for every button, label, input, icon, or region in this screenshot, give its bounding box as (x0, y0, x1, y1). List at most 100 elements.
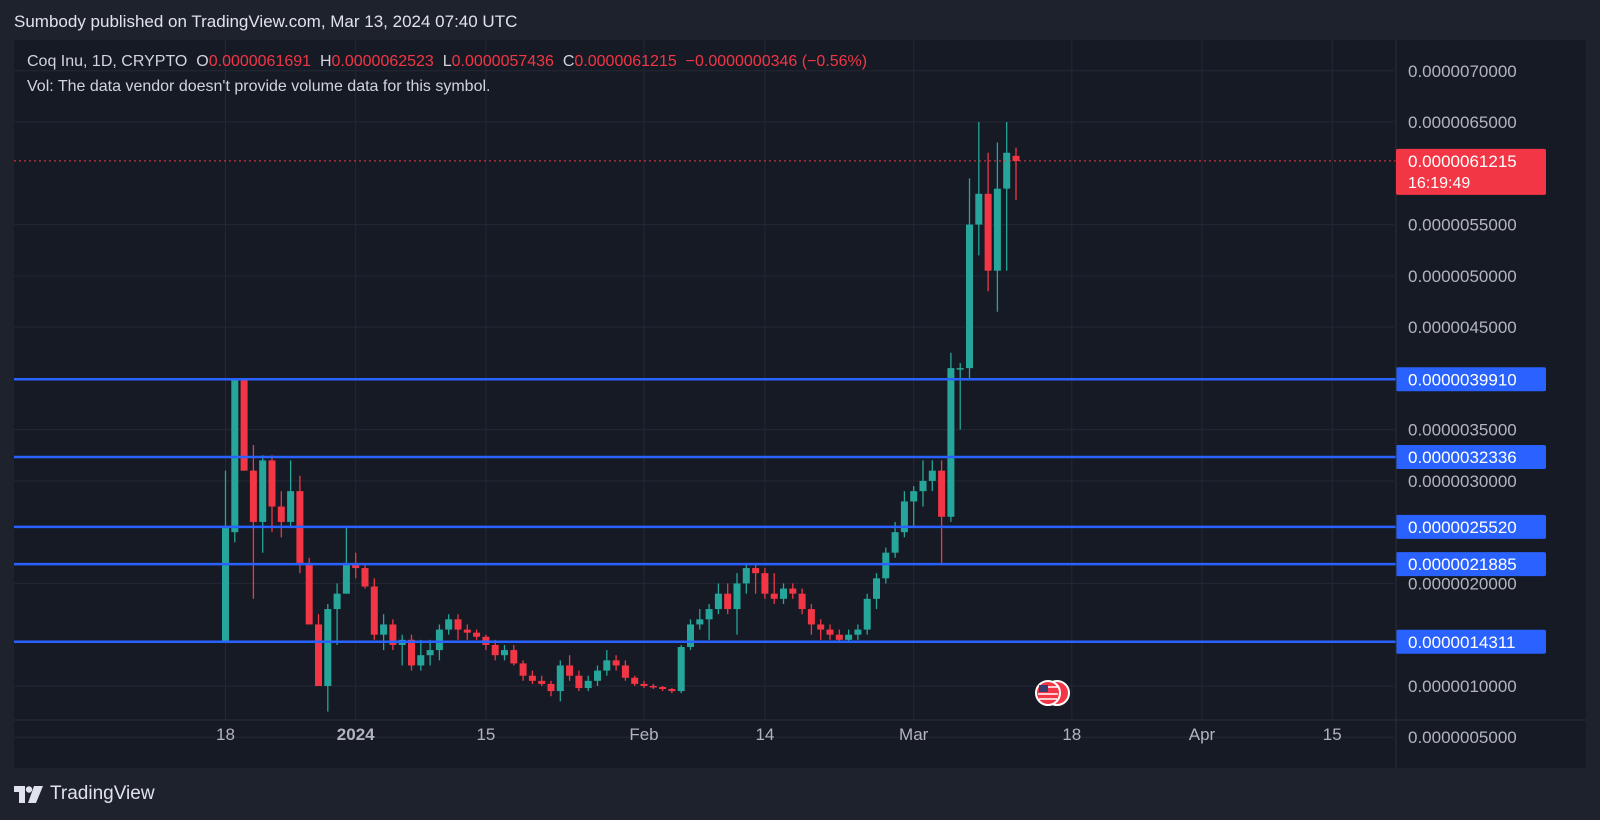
candle-body (640, 683, 648, 686)
level-price-label: 0.0000014311 (1408, 633, 1515, 652)
candle-body (687, 624, 694, 648)
last-price-badge[interactable] (1396, 148, 1546, 195)
candle-body (696, 619, 704, 625)
candle-body (947, 368, 955, 517)
y-tick-label: 0.0000065000 (1408, 113, 1517, 132)
candle-body (259, 460, 267, 522)
candlestick-chart[interactable]: 0.00000399100.00000323360.00000255200.00… (14, 40, 1586, 768)
grid (14, 40, 1394, 738)
candle-body (956, 368, 964, 370)
y-tick-label: 0.0000045000 (1408, 318, 1517, 337)
candle-body (528, 675, 536, 681)
time-axis[interactable]: 18 2024 15 Feb 14 Mar 18 Apr 15 (14, 719, 1586, 744)
price-axis[interactable]: 0.0000070000 0.0000065000 0.0000055000 0.00… (1395, 40, 1546, 768)
x-tick-label: 15 (476, 725, 495, 744)
candle-body (724, 593, 732, 610)
level-price-badge[interactable] (1396, 552, 1546, 577)
candle-body (807, 609, 815, 625)
candle-body (900, 501, 908, 533)
level-price-badge[interactable] (1396, 514, 1546, 539)
candle-body (752, 568, 760, 574)
candle-body (993, 188, 1001, 271)
high-value: 0.0000062523 (331, 53, 434, 70)
x-tick-label: Apr (1189, 725, 1216, 744)
level-price-badge[interactable] (1396, 629, 1546, 654)
candle-body (938, 470, 946, 517)
candle-body (389, 624, 397, 645)
y-tick-label: 0.0000055000 (1408, 216, 1517, 235)
event-markers[interactable] (1035, 680, 1070, 706)
candle-body (566, 665, 574, 676)
level-price-label: 0.0000021885 (1408, 555, 1517, 574)
symbol-label[interactable]: Coq Inu, 1D, CRYPTO (27, 53, 188, 70)
candle-body (668, 689, 676, 692)
candle-body (910, 491, 918, 502)
candle-body (380, 624, 388, 635)
candle-body (659, 686, 667, 690)
candle-body (984, 193, 992, 271)
candle-body (677, 647, 685, 692)
candle-body (249, 470, 257, 522)
candle-body (863, 598, 871, 630)
candle-body (631, 677, 639, 684)
tradingview-logo[interactable]: TradingView (14, 783, 155, 805)
bar-countdown-label: 16:19:49 (1408, 175, 1470, 192)
candle-body (612, 660, 620, 666)
candle-body (333, 593, 341, 610)
level-price-badge[interactable] (1396, 444, 1546, 469)
candle-body (408, 639, 415, 666)
candle-body (277, 506, 285, 522)
candle-body (798, 593, 806, 610)
low-label: L (442, 53, 452, 70)
candle-body (733, 583, 741, 610)
candle-body (594, 670, 601, 681)
candle-body (240, 379, 248, 471)
open-label: O (196, 53, 209, 70)
candle-body (742, 568, 750, 584)
candle-body (547, 683, 555, 692)
candle-body (780, 588, 787, 599)
x-tick-label: 18 (1062, 725, 1081, 744)
candle-body (761, 573, 769, 594)
candle-body (705, 609, 713, 620)
low-value: 0.0000057436 (451, 53, 554, 70)
candle-body (621, 665, 629, 678)
y-tick-label: 0.0000070000 (1408, 62, 1517, 81)
y-tick-label: 0.0000020000 (1408, 574, 1517, 593)
candle-body (454, 619, 462, 630)
candle-body (928, 470, 936, 481)
x-tick-label: Feb (629, 725, 658, 744)
candle-body (435, 629, 443, 651)
candle-body (510, 650, 518, 664)
candle-body (649, 685, 657, 688)
change-value: −0.0000000346 (−0.56%) (685, 53, 868, 70)
close-label: C (562, 53, 575, 70)
level-price-badge[interactable] (1396, 367, 1546, 392)
candle-body (361, 568, 369, 587)
candle-body (324, 609, 332, 686)
candle-body (966, 224, 973, 369)
candle-body (501, 650, 508, 656)
ohlc-legend: Coq Inu, 1D, CRYPTO O0.0000061691 H0.000… (27, 53, 867, 71)
y-tick-label: 0.0000010000 (1408, 677, 1517, 696)
x-tick-label: 2024 (337, 725, 375, 744)
brand-name: TradingView (50, 783, 155, 804)
x-tick-label: 18 (216, 725, 235, 744)
last-price-label: 0.0000061215 (1408, 152, 1517, 171)
candle-body (538, 680, 546, 684)
published-caption: Sumbody published on TradingView.com, Ma… (14, 12, 518, 31)
candle-body (919, 480, 927, 492)
us-flag-icon[interactable] (1035, 680, 1061, 706)
flag-canton (1039, 685, 1048, 692)
y-tick-label: 0.0000005000 (1408, 728, 1517, 747)
level-price-label: 0.0000039910 (1408, 370, 1517, 389)
candle-body (873, 578, 880, 599)
candle-body (826, 629, 834, 635)
candle-body (352, 562, 360, 569)
horizontal-levels[interactable]: 0.0000039910 0.0000032336 0.0000025520 0.00… (14, 367, 1546, 654)
candle-body (268, 460, 276, 507)
x-tick-label: 14 (755, 725, 774, 744)
candle-body (584, 680, 592, 689)
candle-body (854, 629, 862, 635)
candle-body (1012, 155, 1020, 161)
